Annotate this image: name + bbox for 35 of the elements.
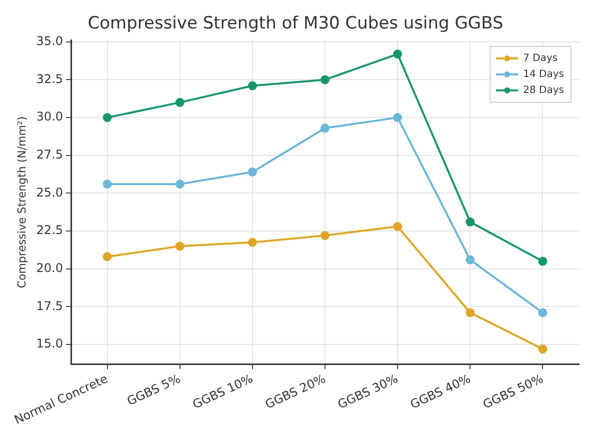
point [248, 168, 257, 177]
point [248, 81, 257, 90]
y-axis-title: Compressive Strength (N/mm²) [16, 116, 29, 288]
point [466, 255, 475, 264]
y-tick-label: 22.5 [36, 223, 64, 238]
legend-label: 14 Days [523, 68, 564, 80]
y-tick-label: 30.0 [36, 110, 64, 124]
point [102, 113, 112, 122]
point [175, 98, 184, 107]
point [248, 238, 257, 247]
point [538, 344, 548, 354]
chart-title: Compressive Strength of M30 Cubes using GGBS [88, 14, 504, 34]
y-tick-label: 27.5 [36, 148, 64, 162]
y-tick-label: 15.0 [36, 336, 64, 351]
point [320, 231, 330, 240]
y-tick-label: 20.0 [36, 260, 64, 275]
point [393, 50, 402, 59]
point [175, 242, 184, 251]
point [102, 252, 112, 262]
legend-label: 28 Days [523, 84, 564, 96]
point [320, 75, 330, 84]
y-tick-label: 32.5 [36, 72, 64, 86]
y-tick-label: 25.0 [36, 185, 64, 200]
point [538, 308, 548, 318]
point [466, 217, 475, 226]
point [320, 124, 330, 133]
point [538, 256, 548, 266]
point [466, 308, 475, 318]
point [175, 180, 184, 189]
point [102, 180, 112, 189]
legend-label: 7 Days [523, 52, 558, 64]
point [393, 222, 402, 231]
point [393, 113, 402, 122]
y-tick-label: 17.5 [36, 298, 64, 313]
y-tick-label: 35.0 [36, 34, 64, 48]
